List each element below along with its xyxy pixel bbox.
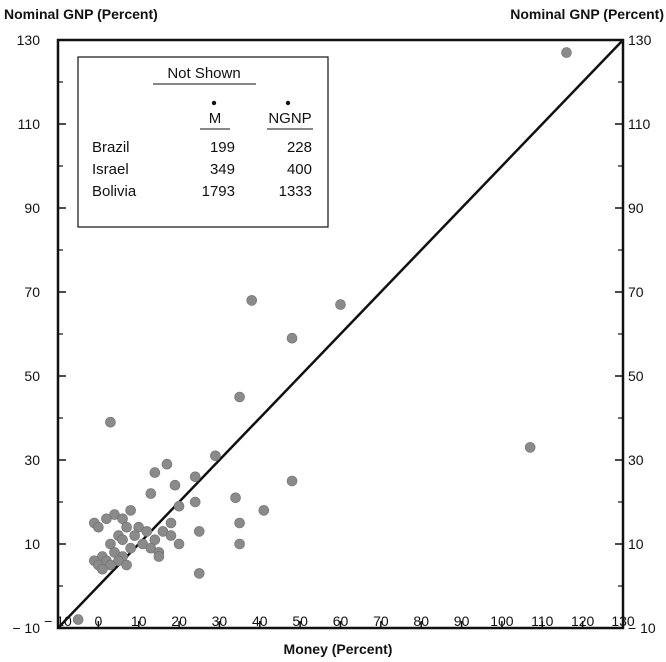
data-point <box>189 471 201 483</box>
data-point <box>193 526 205 537</box>
inset-row-m: 199 <box>210 139 235 156</box>
inset-box <box>77 56 329 228</box>
data-point <box>117 534 128 546</box>
data-point <box>153 551 165 562</box>
data-point <box>335 299 346 310</box>
data-point <box>173 538 185 550</box>
inset-col-m: M <box>209 110 222 127</box>
data-points <box>72 47 572 625</box>
inset-table: Not Shown M NGNP Brazil 199 228 Israel 3… <box>77 56 329 228</box>
data-point <box>101 513 112 525</box>
data-point <box>97 563 108 575</box>
y-tick-label-left: 50 <box>24 368 40 384</box>
x-tick-label: 60 <box>333 613 349 629</box>
data-point <box>210 450 221 462</box>
inset-row: Brazil 199 228 <box>92 139 312 156</box>
y-tick-label-left: 130 <box>17 32 41 48</box>
y-tick-label-left: 110 <box>18 116 41 132</box>
y-tick-label-right: 130 <box>628 32 652 48</box>
inset-row-label: Bolivia <box>92 183 137 200</box>
x-tick-label: 30 <box>212 613 228 629</box>
data-point <box>145 488 157 499</box>
y-tick-label-left: 90 <box>24 200 40 216</box>
y-tick-label-left: 70 <box>24 284 40 300</box>
x-tick-label: 10 <box>131 613 147 629</box>
x-tick-label: 90 <box>454 613 470 629</box>
data-point <box>93 521 104 533</box>
data-point <box>234 538 245 550</box>
y-tick-label-left: 30 <box>24 452 40 468</box>
inset-row-label: Brazil <box>92 139 130 156</box>
x-tick-label: 0 <box>94 613 102 629</box>
reference-line <box>57 39 624 629</box>
x-tick-label: 20 <box>171 613 187 629</box>
x-tick-label: 100 <box>490 613 514 629</box>
data-point <box>234 517 245 529</box>
y-axis-title-right: Nominal GNP (Percent) <box>510 6 664 22</box>
data-point <box>165 530 177 541</box>
x-axis-title: Money (Percent) <box>284 641 393 657</box>
data-point <box>286 332 298 344</box>
data-point <box>561 47 572 58</box>
inset-row-ngnp: 228 <box>287 139 312 156</box>
x-tick-label: 40 <box>252 613 268 629</box>
y-tick-label-right: 110 <box>628 116 651 132</box>
data-point <box>161 458 173 470</box>
y-tick-label-right: − 10 <box>628 620 656 636</box>
data-point <box>524 442 536 453</box>
y-tick-label-right: 50 <box>628 368 644 384</box>
x-tick-label: 120 <box>571 613 595 629</box>
data-point <box>141 526 153 537</box>
data-point <box>169 479 181 491</box>
inset-row: Israel 349 400 <box>92 161 312 178</box>
inset-row-ngnp: 1333 <box>279 183 312 200</box>
x-tick-label: 80 <box>413 613 429 629</box>
data-point <box>125 505 136 516</box>
data-point <box>129 530 140 541</box>
m-dot <box>211 100 217 106</box>
x-tick-label: 130 <box>611 613 635 629</box>
inset-row-ngnp: 400 <box>287 161 312 178</box>
x-tick-label: 50 <box>292 613 308 629</box>
y-tick-label-right: 90 <box>628 200 644 216</box>
x-axis-ticks: − 10 0 10 20 30 40 50 60 70 80 90 100 110 120 130 <box>44 613 635 629</box>
data-point <box>149 467 161 478</box>
y-tick-label-right: 30 <box>628 452 644 468</box>
inset-col-ngnp: NGNP <box>268 110 311 127</box>
data-point <box>258 505 270 516</box>
data-point <box>121 559 132 571</box>
data-point <box>286 475 298 487</box>
data-point <box>189 496 201 508</box>
x-tick-label: 110 <box>531 613 554 629</box>
data-point <box>234 391 245 403</box>
x-tick-label: − 10 <box>44 613 72 629</box>
inset-row-label: Israel <box>92 161 129 178</box>
y-tick-label-left: − 10 <box>12 620 40 636</box>
inset-row: Bolivia 1793 1333 <box>92 183 312 200</box>
inset-row-m: 1793 <box>202 183 235 200</box>
data-point <box>193 568 205 579</box>
data-point <box>121 521 132 533</box>
data-point <box>72 614 84 625</box>
inset-row-m: 349 <box>210 161 235 178</box>
y-tick-label-left: 10 <box>24 536 40 552</box>
data-point <box>230 492 241 504</box>
y-axis-title-left: Nominal GNP (Percent) <box>4 6 158 22</box>
inset-title: Not Shown <box>167 65 240 82</box>
data-point <box>165 517 177 529</box>
ngnp-dot <box>285 100 291 106</box>
data-point <box>246 295 258 306</box>
y-tick-label-right: 70 <box>628 284 644 300</box>
x-tick-label: 70 <box>373 613 389 629</box>
data-point <box>105 416 116 428</box>
data-point <box>125 542 136 554</box>
y-tick-label-right: 10 <box>628 536 644 552</box>
data-point <box>173 500 185 512</box>
